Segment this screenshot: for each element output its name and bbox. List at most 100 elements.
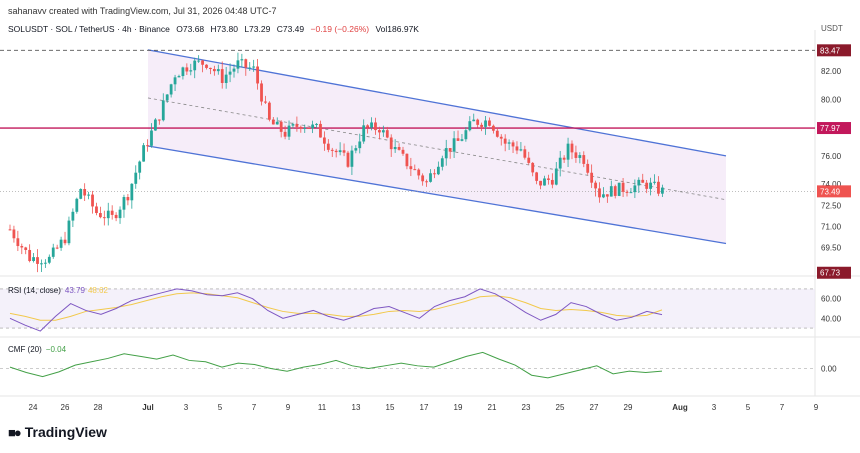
candle-body (283, 131, 287, 137)
candle-body (224, 74, 228, 83)
x-tick-label: 19 (454, 403, 463, 412)
candle-body (421, 175, 425, 182)
candle-body (582, 155, 586, 164)
candle-body (613, 186, 617, 196)
top-price-tag-bg (817, 44, 851, 57)
candle-body (165, 94, 169, 101)
candle-body (173, 77, 177, 85)
candle-body (641, 179, 645, 183)
candle-body (275, 121, 279, 125)
cmf-legend[interactable]: CMF (20) −0.04 (8, 345, 66, 354)
candle-body (346, 152, 350, 167)
candle-body (381, 130, 385, 133)
candle-body (605, 194, 609, 197)
candle-body (342, 150, 346, 153)
candle-body (150, 130, 153, 146)
rsi-name: RSI (14, close) (8, 286, 61, 295)
x-tick-label: 7 (780, 403, 785, 412)
candle-body (417, 169, 421, 176)
candle-body (547, 178, 550, 180)
candle-body (491, 125, 495, 131)
candle-body (578, 155, 582, 158)
candle-body (625, 191, 629, 193)
candle-body (649, 182, 652, 189)
candle-body (653, 181, 656, 183)
tradingview-brand: TradingView (24, 424, 107, 440)
candle-body (354, 148, 358, 151)
candle-body (566, 143, 570, 160)
last-price-tag-bg (817, 185, 851, 198)
bottom-price-tag: 67.73 (820, 269, 841, 278)
candle-body (358, 141, 362, 149)
candle-body (181, 67, 185, 77)
candle-body (189, 70, 193, 72)
candle-body (366, 125, 370, 128)
candle-body (456, 138, 460, 141)
candle-body (488, 120, 491, 126)
candle-body (401, 149, 405, 154)
price-tick-label: 72.50 (821, 201, 842, 210)
candle-body (594, 182, 597, 189)
x-tick-label: 29 (624, 403, 633, 412)
last-price-tag: 73.49 (820, 187, 841, 196)
candle-body (393, 146, 397, 150)
candle-body (248, 67, 252, 69)
candle-body (374, 122, 377, 131)
rsi-legend[interactable]: RSI (14, close) 43.79 48.62 (8, 286, 108, 295)
x-tick-label: 9 (814, 403, 819, 412)
candle-body (256, 66, 259, 84)
candle-body (271, 119, 275, 125)
candle-body (205, 64, 208, 68)
candle-body (523, 149, 527, 158)
top-price-tag: 83.47 (820, 46, 841, 55)
candle-body (476, 119, 480, 125)
candle-body (59, 239, 63, 248)
candle-body (350, 150, 354, 167)
x-tick-label: 21 (488, 403, 497, 412)
channel-upper-line (147, 49, 727, 157)
candle-body (307, 127, 311, 129)
candle-body (389, 137, 393, 150)
candle-body (539, 180, 542, 186)
ohlc-close: C73.49 (276, 24, 305, 34)
candle-body (63, 239, 67, 244)
x-tick-label: 3 (184, 403, 189, 412)
x-tick-label: 26 (61, 403, 70, 412)
candle-body (32, 257, 35, 261)
candle-body (519, 149, 523, 151)
currency-label: USDT (821, 24, 843, 33)
candle-body (197, 60, 201, 62)
candle-body (570, 143, 574, 153)
candle-body (28, 249, 32, 261)
candle-body (586, 163, 590, 173)
candle-body (47, 256, 51, 263)
cmf-tick-label: 0.00 (821, 365, 837, 374)
candle-body (43, 262, 47, 264)
ohlc-high: H73.80 (210, 24, 238, 34)
price-tick-label: 74.00 (821, 180, 842, 189)
x-tick-label: 24 (29, 403, 38, 412)
candle-body (114, 214, 118, 219)
candle-body (440, 158, 444, 167)
candle-body (515, 146, 519, 151)
candle-body (138, 161, 142, 173)
candle-body (535, 172, 539, 181)
candle-body (24, 247, 28, 250)
candle-body (122, 197, 126, 210)
candle-body (315, 123, 318, 125)
candle-body (433, 173, 436, 175)
created-by-caption: sahanavv created with TradingView.com, J… (8, 6, 277, 16)
x-tick-label: 3 (712, 403, 717, 412)
symbol-legend: SOLUSDT · SOL / TetherUS · 4h · Binance … (8, 24, 423, 34)
candle-body (295, 124, 299, 127)
cmf-line (9, 351, 663, 379)
candle-body (338, 150, 342, 153)
x-tick-label: 28 (94, 403, 103, 412)
candle-body (193, 60, 197, 71)
candle-body (75, 198, 79, 212)
candle-body (169, 84, 173, 95)
candle-body (397, 146, 401, 150)
candle-body (134, 172, 138, 184)
tradingview-logo[interactable]: ■● TradingView (8, 424, 107, 440)
